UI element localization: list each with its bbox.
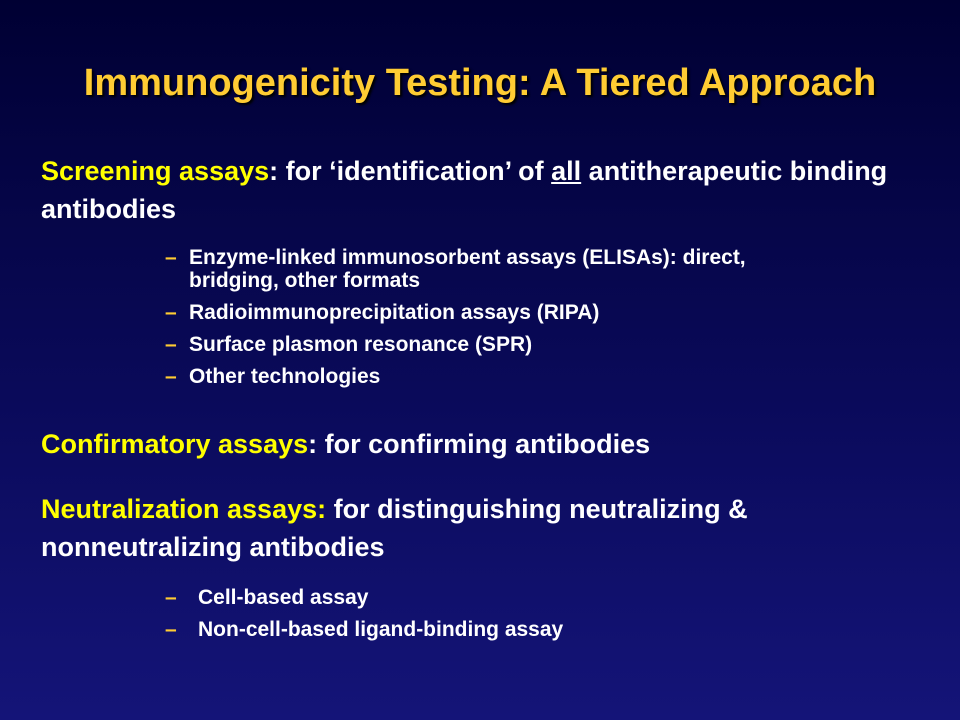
screening-item-other: – Other technologies [165,365,925,388]
dash-bullet: – [165,301,177,324]
screening-item-text: Other technologies [189,365,380,388]
screening-list: – Enzyme-linked immunosorbent assays (ELI… [165,246,925,397]
screening-item-spr: – Surface plasmon resonance (SPR) [165,333,925,356]
dash-bullet: – [165,333,177,356]
screening-item-ripa: – Radioimmunoprecipitation assays (RIPA) [165,301,925,324]
dash-bullet: – [165,586,177,609]
dash-bullet: – [165,618,177,641]
dash-bullet: – [165,365,177,388]
confirmatory-text: : for confirming antibodies [308,429,650,459]
neutralization-section: Neutralization assays: for distinguishin… [41,490,901,566]
screening-item-text: Surface plasmon resonance (SPR) [189,333,532,356]
screening-heading: Screening assays [41,156,269,186]
screening-text-a: : for ‘identification’ of [269,156,551,186]
neutralization-item-text: Cell-based assay [198,586,368,609]
neutralization-item-cell: – Cell-based assay [165,586,925,609]
neutralization-item-noncell: – Non-cell-based ligand-binding assay [165,618,925,641]
screening-section: Screening assays: for ‘identification’ o… [41,152,941,228]
neutralization-item-text: Non-cell-based ligand-binding assay [198,618,563,641]
dash-bullet: – [165,246,177,269]
screening-item-text: Radioimmunoprecipitation assays (RIPA) [189,301,599,324]
screening-item-text: Enzyme-linked immunosorbent assays (ELIS… [189,246,746,292]
confirmatory-heading: Confirmatory assays [41,429,308,459]
neutralization-heading: Neutralization assays: [41,494,326,524]
neutralization-list: – Cell-based assay – Non-cell-based ligand… [165,586,925,650]
slide-title: Immunogenicity Testing: A Tiered Approac… [0,62,960,105]
screening-emphasis: all [551,156,581,186]
confirmatory-section: Confirmatory assays: for confirming anti… [41,425,941,463]
screening-item-elisa: – Enzyme-linked immunosorbent assays (ELI… [165,246,829,292]
